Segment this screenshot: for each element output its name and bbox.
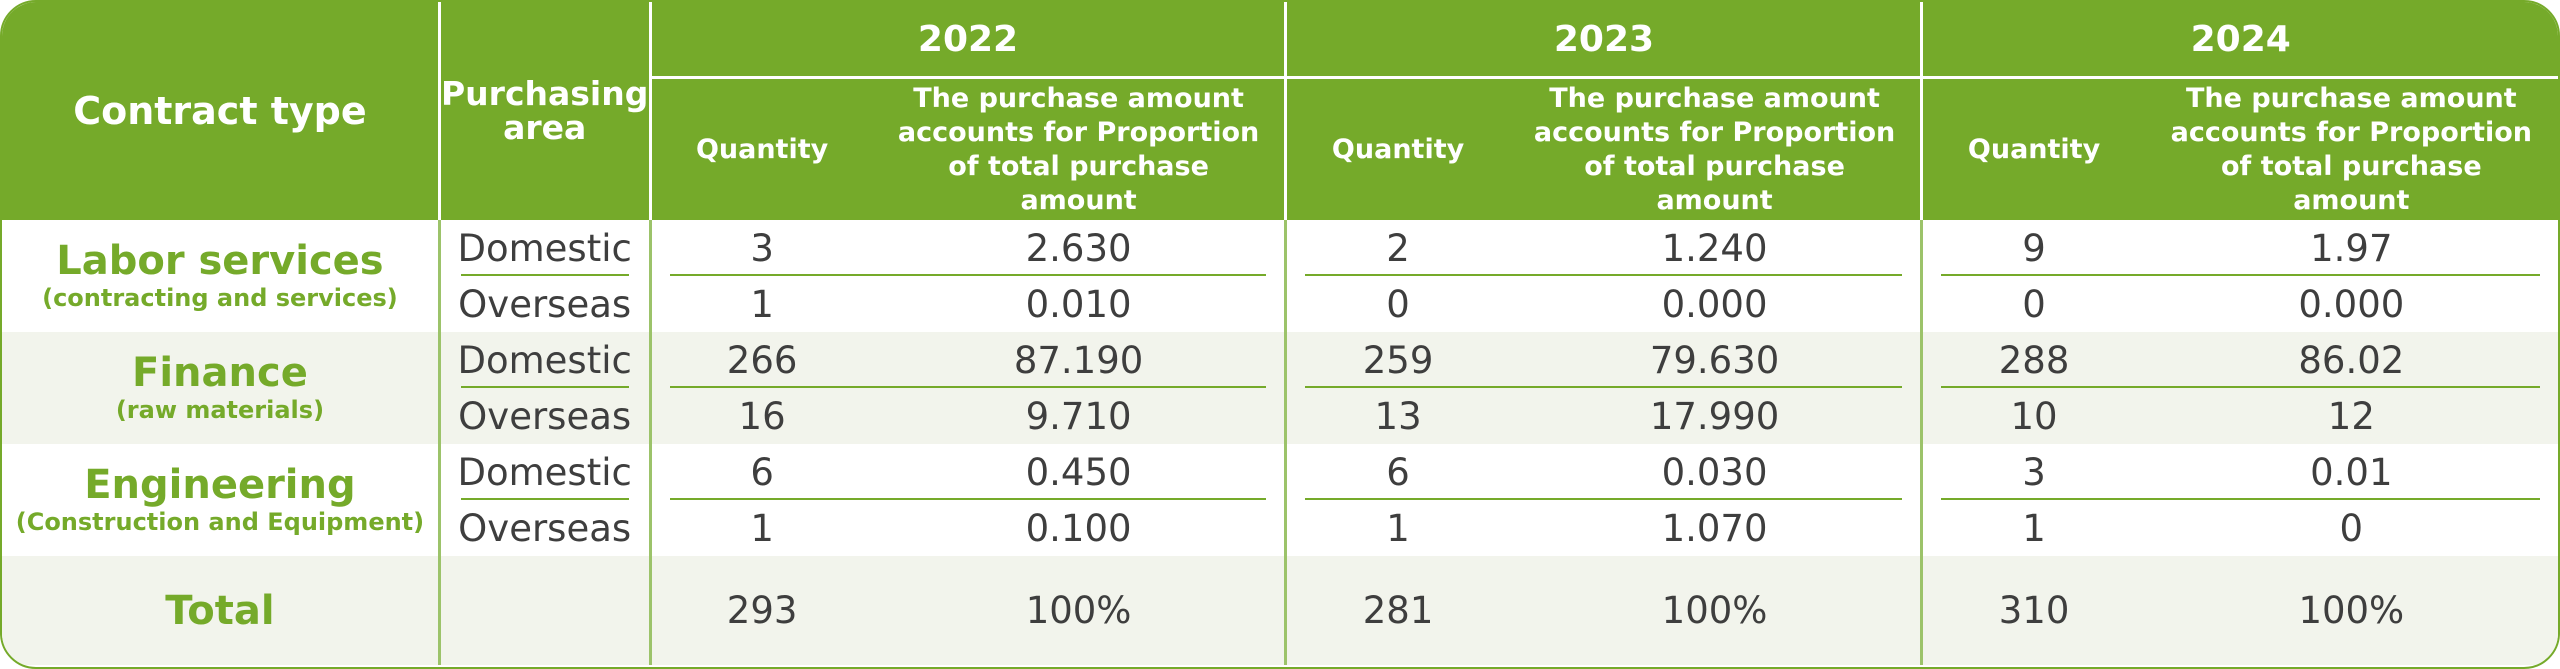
- purchasing-area-cell: Domestic: [439, 332, 652, 388]
- table-row: Labor services (contracting and services)…: [2, 220, 2558, 332]
- proportion-cell: 0.000: [2144, 276, 2558, 332]
- quantity-cell: 10: [1921, 388, 2145, 444]
- quantity-cell: 1: [1921, 500, 2145, 556]
- header-quantity: Quantity: [1921, 77, 2145, 220]
- table-row: Overseas 1 0.010 0 0.000 0 0.000: [2, 276, 2558, 332]
- quantity-cell: 2: [1285, 220, 1509, 276]
- table-row: Engineering (Construction and Equipment) D…: [2, 444, 2558, 556]
- proportion-cell: 1.070: [1508, 500, 1924, 556]
- proportion-cell: 87.190: [872, 332, 1288, 388]
- quantity-cell: 9: [1921, 220, 2145, 276]
- proportion-cell: 0.100: [872, 500, 1288, 556]
- total-proportion-cell: 100%: [2144, 556, 2558, 665]
- proportion-cell: 0.030: [1508, 444, 1924, 500]
- proportion-cell: 17.990: [1508, 388, 1924, 444]
- proportion-cell: 0.01: [2144, 444, 2558, 500]
- header-year-2022: 2022: [650, 2, 1288, 79]
- proportion-cell: 9.710: [872, 388, 1288, 444]
- proportion-cell: 12: [2144, 388, 2558, 444]
- quantity-cell: 1: [650, 276, 873, 332]
- quantity-cell: 266: [650, 332, 873, 388]
- proportion-cell: 1.97: [2144, 220, 2558, 276]
- contract-type-cell: Engineering (Construction and Equipment): [2, 444, 441, 556]
- purchasing-area-label: Domestic: [457, 450, 632, 494]
- total-quantity-cell: 293: [650, 556, 873, 665]
- purchasing-area-cell: Domestic: [439, 220, 652, 276]
- header-contract-type: Contract type: [2, 2, 441, 220]
- total-quantity-cell: 310: [1921, 556, 2145, 665]
- purchasing-area-label: Domestic: [457, 338, 632, 382]
- contract-type-subtitle: (contracting and services): [42, 284, 398, 313]
- quantity-cell: 3: [650, 220, 873, 276]
- proportion-cell: 0.000: [1508, 276, 1924, 332]
- header-proportion: The purchase amount accounts for Proport…: [872, 77, 1288, 220]
- contract-type-subtitle: (raw materials): [115, 396, 325, 425]
- purchasing-area-cell: Overseas: [439, 500, 652, 556]
- contract-type-name: Finance: [132, 350, 308, 397]
- header-year-2023: 2023: [1285, 2, 1924, 79]
- purchasing-area-cell: Overseas: [439, 276, 652, 332]
- quantity-cell: 16: [650, 388, 873, 444]
- header-proportion: The purchase amount accounts for Proport…: [2144, 77, 2558, 220]
- proportion-cell: 0.010: [872, 276, 1288, 332]
- purchasing-area-label: Overseas: [458, 394, 632, 438]
- table-row: Overseas 16 9.710 13 17.990 10 12: [2, 388, 2558, 444]
- quantity-cell: 6: [1285, 444, 1509, 500]
- table-body: Labor services (contracting and services)…: [2, 220, 2558, 665]
- proportion-cell: 1.240: [1508, 220, 1924, 276]
- contract-type-name: Labor services: [56, 238, 384, 285]
- purchasing-area-label: Domestic: [457, 226, 632, 270]
- proportion-cell: 86.02: [2144, 332, 2558, 388]
- quantity-cell: 1: [650, 500, 873, 556]
- proportion-cell: 0: [2144, 500, 2558, 556]
- purchasing-area-cell: Domestic: [439, 444, 652, 500]
- total-proportion-cell: 100%: [1508, 556, 1924, 665]
- proportion-cell: 79.630: [1508, 332, 1924, 388]
- header-year-2024: 2024: [1921, 2, 2558, 79]
- header-purchasing-area: Purchasing area: [439, 2, 652, 220]
- total-area-cell: [439, 556, 652, 665]
- contract-type-cell: Labor services (contracting and services): [2, 220, 441, 332]
- total-quantity-cell: 281: [1285, 556, 1509, 665]
- table-row: Overseas 1 0.100 1 1.070 1 0: [2, 500, 2558, 556]
- purchasing-area-cell: Overseas: [439, 388, 652, 444]
- quantity-cell: 1: [1285, 500, 1509, 556]
- total-row: Total 293 100% 281 100% 310 100%: [2, 556, 2558, 665]
- quantity-cell: 0: [1285, 276, 1509, 332]
- purchasing-area-label: Overseas: [458, 506, 632, 550]
- header-quantity: Quantity: [1285, 77, 1509, 220]
- contract-type-name: Engineering: [84, 462, 356, 509]
- header-proportion: The purchase amount accounts for Proport…: [1508, 77, 1924, 220]
- total-proportion-cell: 100%: [872, 556, 1288, 665]
- header-quantity: Quantity: [650, 77, 873, 220]
- proportion-cell: 2.630: [872, 220, 1288, 276]
- proportion-cell: 0.450: [872, 444, 1288, 500]
- quantity-cell: 259: [1285, 332, 1509, 388]
- table-row: Finance (raw materials) Domestic 266 87.190 2…: [2, 332, 2558, 444]
- quantity-cell: 6: [650, 444, 873, 500]
- quantity-cell: 3: [1921, 444, 2145, 500]
- purchasing-area-label: Overseas: [458, 282, 632, 326]
- contract-type-cell: Finance (raw materials): [2, 332, 441, 444]
- quantity-cell: 0: [1921, 276, 2145, 332]
- quantity-cell: 288: [1921, 332, 2145, 388]
- total-label: Total: [2, 556, 441, 665]
- quantity-cell: 13: [1285, 388, 1509, 444]
- contract-type-subtitle: (Construction and Equipment): [15, 508, 425, 537]
